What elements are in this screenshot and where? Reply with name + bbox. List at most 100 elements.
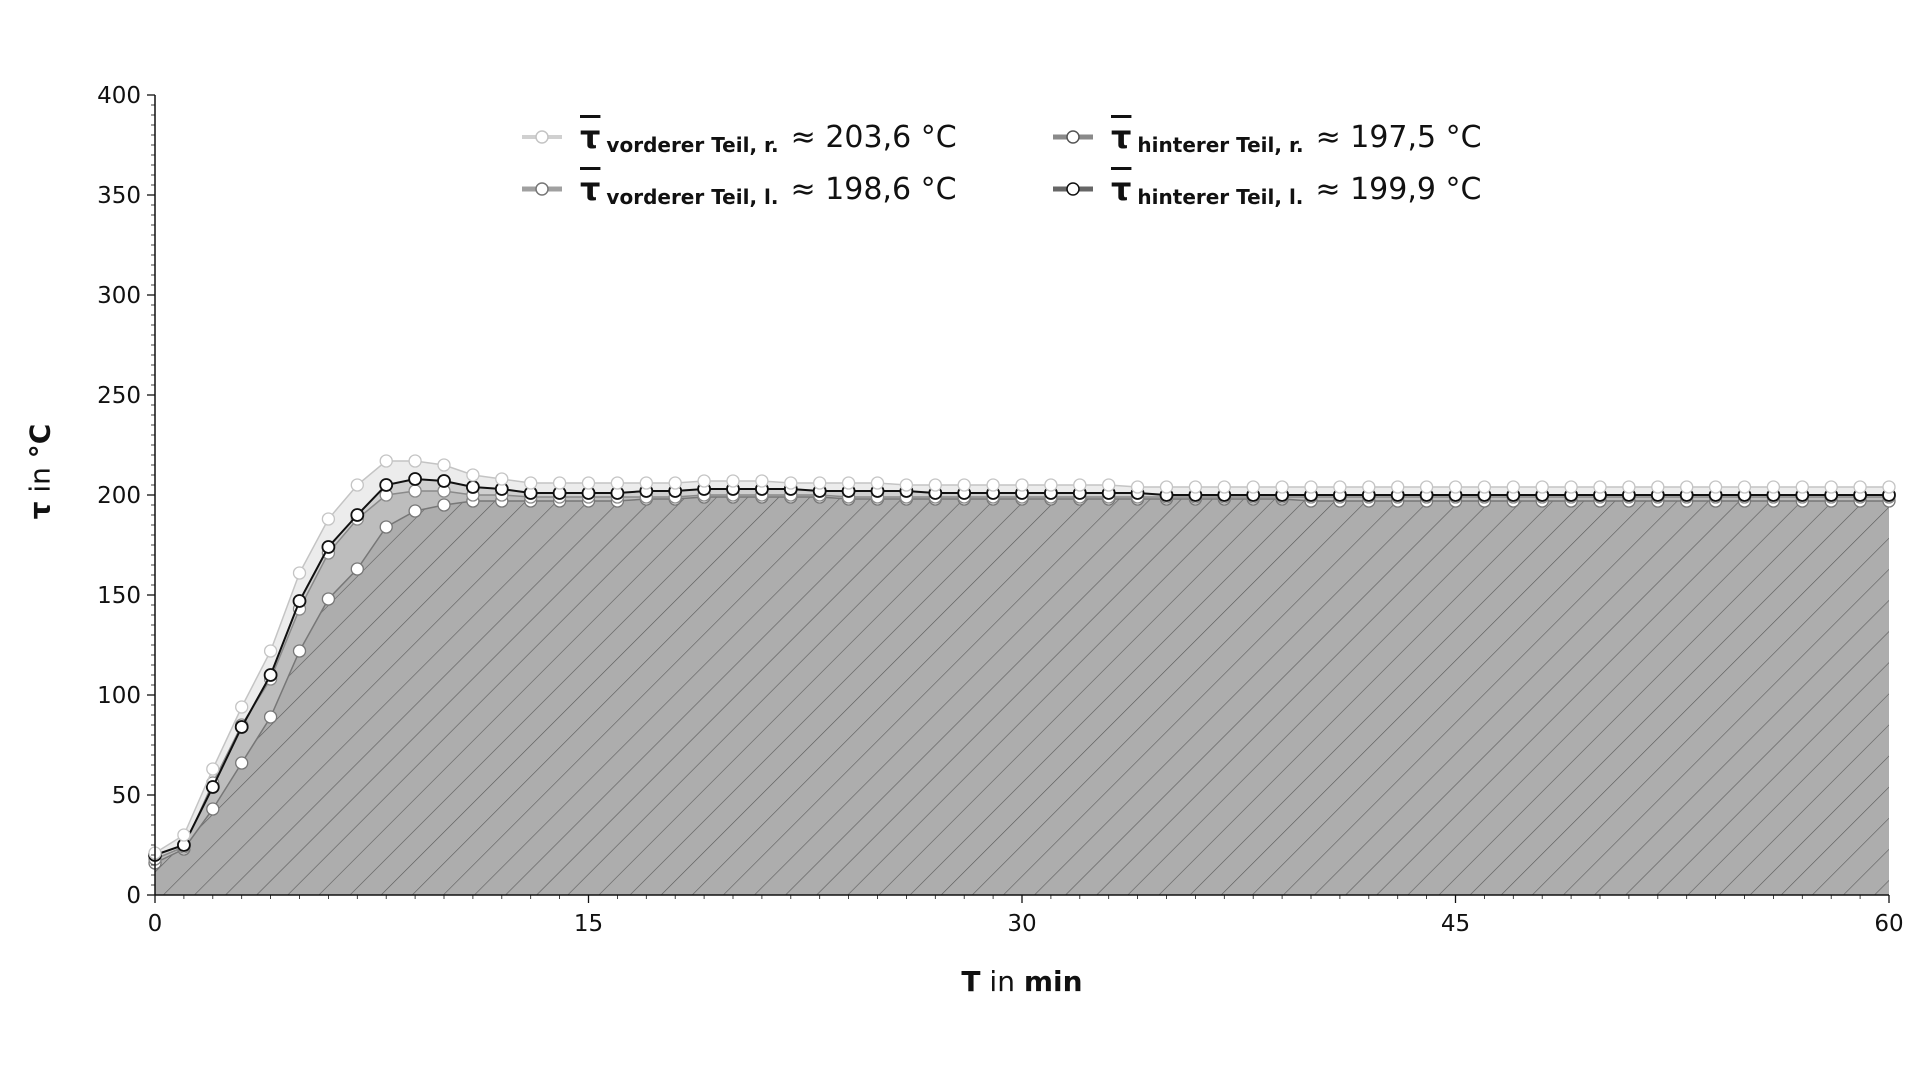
point-vr bbox=[466, 468, 480, 482]
point-vr bbox=[1102, 478, 1116, 492]
y-tick-label: 150 bbox=[97, 583, 141, 609]
point-vr bbox=[610, 476, 625, 490]
legend-marker-hl bbox=[1053, 182, 1093, 196]
point-vr bbox=[1824, 480, 1838, 494]
hatch-vl bbox=[155, 497, 1889, 895]
legend-subscript: vorderer Teil, r. bbox=[606, 133, 779, 157]
point-vr bbox=[1448, 480, 1463, 494]
legend-item-vorderer-l: τ vorderer Teil, l. ≈ 198,6 °C bbox=[522, 170, 957, 209]
legend-item-hinterer-r: τ hinterer Teil, r. ≈ 197,5 °C bbox=[1053, 118, 1482, 157]
point-vr bbox=[1362, 480, 1376, 494]
point-vl bbox=[408, 504, 422, 518]
point-vr bbox=[957, 478, 971, 492]
x-axis-symbol: T bbox=[961, 965, 981, 998]
point-vl bbox=[321, 592, 336, 606]
point-vr bbox=[1651, 480, 1665, 494]
point-vr bbox=[1159, 480, 1174, 494]
point-vr bbox=[235, 700, 249, 714]
point-vr bbox=[1333, 480, 1347, 494]
point-vl bbox=[437, 498, 451, 512]
x-axis-in: in bbox=[980, 965, 1024, 998]
point-vr bbox=[292, 566, 307, 580]
point-vr bbox=[755, 474, 769, 488]
point-hl bbox=[263, 668, 278, 682]
y-tick-label: 50 bbox=[112, 783, 141, 809]
point-vr bbox=[206, 762, 220, 776]
point-vr bbox=[1073, 478, 1087, 492]
point-vr bbox=[321, 512, 336, 526]
x-tick-label: 15 bbox=[574, 911, 603, 937]
point-vl bbox=[350, 562, 364, 576]
legend-value: ≈ 198,6 °C bbox=[790, 171, 957, 207]
x-tick-label: 45 bbox=[1441, 911, 1470, 937]
x-tick-label: 60 bbox=[1874, 911, 1903, 937]
point-vr bbox=[870, 476, 885, 490]
point-vr bbox=[263, 644, 278, 658]
y-tick-label: 300 bbox=[97, 283, 141, 309]
x-tick-label: 30 bbox=[1007, 911, 1036, 937]
y-tick-label: 0 bbox=[126, 883, 141, 909]
point-vr bbox=[1391, 480, 1405, 494]
point-vr bbox=[784, 476, 798, 490]
point-vr bbox=[581, 476, 596, 490]
legend-item-hinterer-l: τ hinterer Teil, l. ≈ 199,9 °C bbox=[1053, 170, 1482, 209]
point-hl bbox=[292, 594, 307, 608]
point-vr bbox=[1564, 480, 1578, 494]
legend-marker-vl bbox=[522, 182, 562, 196]
point-vl bbox=[206, 802, 220, 816]
legend-marker-vr bbox=[522, 130, 562, 144]
y-axis-label: τ in °C bbox=[24, 372, 57, 572]
y-tick-label: 100 bbox=[97, 683, 141, 709]
point-vr bbox=[495, 472, 509, 486]
x-axis-label: T in min bbox=[0, 965, 1920, 998]
point-vr bbox=[1477, 480, 1492, 494]
y-tick-label: 400 bbox=[97, 83, 141, 109]
x-axis-unit: min bbox=[1023, 965, 1083, 998]
point-vr bbox=[408, 454, 422, 468]
point-vr bbox=[1130, 480, 1145, 494]
point-hl bbox=[437, 474, 451, 488]
point-vl bbox=[263, 710, 278, 724]
point-vr bbox=[1044, 478, 1058, 492]
point-vr bbox=[1737, 480, 1752, 494]
point-vr bbox=[379, 454, 393, 468]
point-hl bbox=[234, 720, 249, 734]
point-vr bbox=[986, 478, 1000, 492]
point-vr bbox=[1419, 480, 1434, 494]
point-vr bbox=[1853, 480, 1867, 494]
point-vr bbox=[1275, 480, 1289, 494]
point-vr bbox=[1188, 480, 1203, 494]
legend-value: ≈ 199,9 °C bbox=[1315, 171, 1482, 207]
legend-value: ≈ 197,5 °C bbox=[1315, 119, 1482, 155]
point-vr bbox=[1680, 480, 1694, 494]
point-vl bbox=[379, 520, 393, 534]
y-tick-label: 250 bbox=[97, 383, 141, 409]
point-vr bbox=[1708, 480, 1723, 494]
point-vr bbox=[813, 476, 827, 490]
legend-subscript: hinterer Teil, r. bbox=[1137, 133, 1304, 157]
point-vr bbox=[1304, 480, 1318, 494]
point-hl bbox=[465, 480, 480, 494]
point-vr bbox=[1593, 480, 1607, 494]
point-vr bbox=[524, 476, 538, 490]
point-vr bbox=[1535, 480, 1549, 494]
y-axis-unit: °C bbox=[23, 423, 57, 459]
y-tick-label: 350 bbox=[97, 183, 141, 209]
point-vr bbox=[1795, 480, 1809, 494]
point-vl bbox=[292, 644, 307, 658]
legend-item-vorderer-r: τ vorderer Teil, r. ≈ 203,6 °C bbox=[522, 118, 957, 157]
legend-marker-hr bbox=[1053, 130, 1093, 144]
point-vr bbox=[552, 476, 567, 490]
point-vr bbox=[899, 478, 914, 492]
legend-symbol: τ bbox=[1111, 170, 1132, 208]
legend-symbol: τ bbox=[580, 118, 601, 156]
point-hl bbox=[205, 780, 220, 794]
point-vr bbox=[668, 476, 682, 490]
point-vr bbox=[1882, 480, 1896, 494]
point-vr bbox=[928, 478, 942, 492]
legend-subscript: hinterer Teil, l. bbox=[1137, 185, 1304, 209]
point-vr bbox=[177, 828, 191, 842]
x-tick-label: 0 bbox=[148, 911, 163, 937]
point-vr bbox=[1015, 478, 1029, 492]
